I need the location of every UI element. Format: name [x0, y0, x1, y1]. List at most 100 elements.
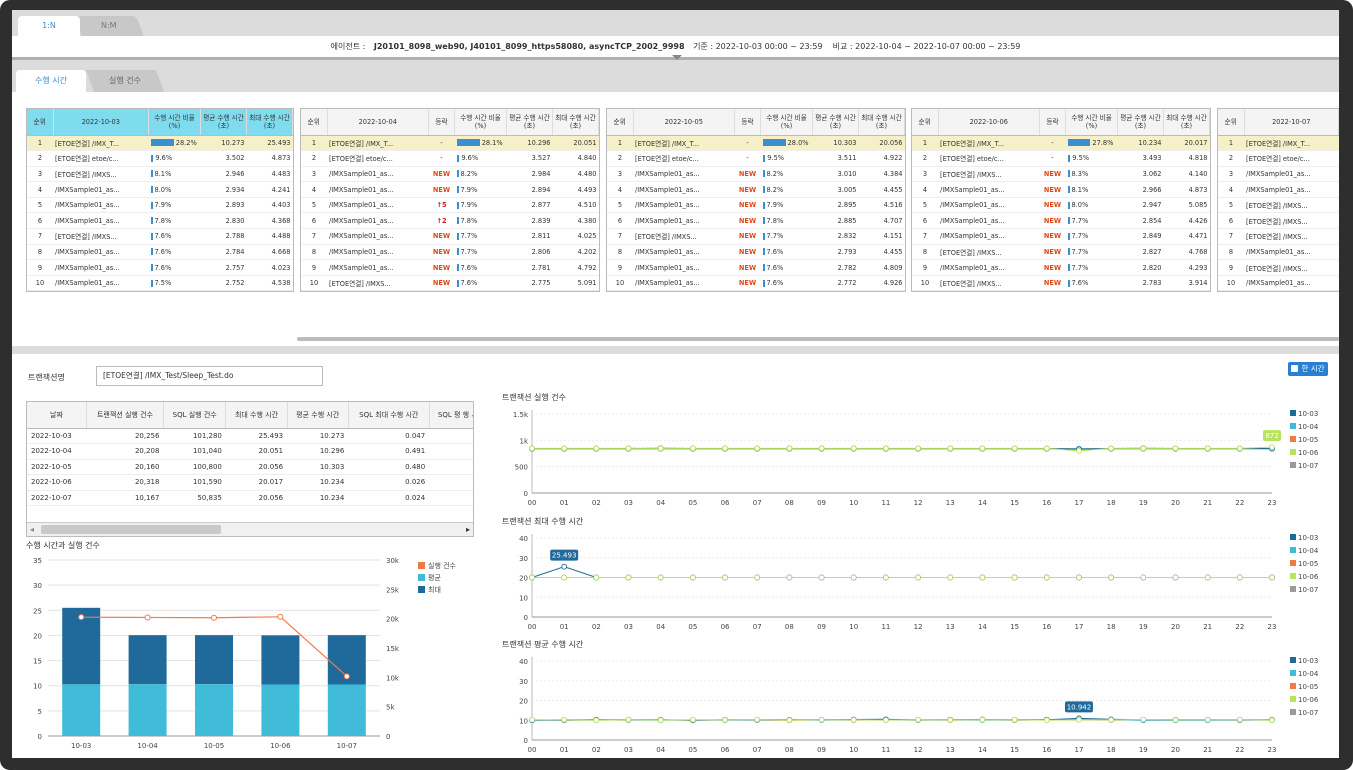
max-bar[interactable] [261, 635, 300, 685]
table-row[interactable]: 6/IMXSample01_as... NEW 7.7% 2.854 4.426 [912, 212, 1210, 230]
table-row[interactable]: 2 [ETOE연결] etoe/c... -9.5% 3.493 4.818 [912, 150, 1210, 167]
max-header[interactable]: 최대 수행 시간 (초) [552, 109, 599, 136]
max-bar[interactable] [128, 635, 167, 685]
table-row[interactable]: 8 [ETOE연결] /IMXS... NEW 7.7% 2.827 4.768 [912, 244, 1210, 261]
series-point[interactable] [722, 445, 728, 452]
stats-header[interactable]: SQL 최대 수행 시간 [348, 402, 430, 429]
table-row[interactable]: 10/IMXSample01_as... 7.5% 2.752 4.538 [27, 275, 293, 292]
stats-header[interactable]: SQL 평 행 시 [429, 402, 473, 429]
trend-header[interactable]: 등락 [428, 109, 455, 136]
series-point[interactable] [593, 574, 600, 581]
table-row[interactable]: 2 [ETOE연결] etoe/c... -9.5% 3.511 4.922 [607, 150, 905, 167]
series-point[interactable] [1172, 574, 1179, 581]
avg-header[interactable]: 평균 수행 시간 (초) [1117, 109, 1164, 136]
stats-header[interactable]: 평균 수행 시간 [287, 402, 349, 429]
table-row[interactable]: 6/IMXSample01_as... ↑2 7.8% 2.839 4.380 [301, 212, 599, 230]
series-point[interactable] [593, 445, 600, 452]
ratio-header[interactable]: 수행 시간 비율(%) [760, 109, 813, 136]
series-point[interactable] [1076, 448, 1082, 454]
table-row[interactable]: 5/IMXSample01_as... ↑5 7.9% 2.877 4.510 [301, 197, 599, 214]
rank-header[interactable]: 순위 [27, 109, 54, 136]
transaction-name-input[interactable]: [ETOE연결] /IMX_Test/Sleep_Test.do [96, 366, 323, 386]
series-point[interactable] [1043, 445, 1050, 452]
series-point[interactable] [1108, 574, 1114, 581]
table-row[interactable]: 5 [ETOE연결] /IMXS... [1218, 197, 1339, 214]
table-row[interactable]: 1 [ETOE연결] /IMX_T... -28.0% 10.303 20.056 [607, 135, 905, 152]
tab-1-n[interactable]: 1:N [18, 16, 80, 36]
table-row[interactable]: 8/IMXSample01_as... NEW 7.7% 2.806 4.202 [301, 244, 599, 261]
series-point[interactable] [1043, 574, 1050, 581]
table-row[interactable]: 7 [ETOE연결] /IMXS... [1218, 228, 1339, 245]
series-point[interactable] [1236, 445, 1243, 452]
table-row[interactable]: 9/IMXSample01_as... 7.6% 2.757 4.023 [27, 259, 293, 276]
stats-header[interactable]: 최대 수행 시간 [225, 402, 288, 429]
table-row[interactable]: 6/IMXSample01_as... NEW 7.8% 2.885 4.707 [607, 212, 905, 230]
tab-n-m[interactable]: N:M [74, 16, 144, 36]
trend-header[interactable]: 등락 [1039, 109, 1066, 136]
series-point[interactable] [1204, 445, 1211, 452]
table-row[interactable]: 1 [ETOE연결] /IMX_T... [1218, 135, 1339, 152]
rank-header[interactable]: 순위 [912, 109, 939, 136]
series-point[interactable] [1269, 444, 1275, 450]
series-point[interactable] [1076, 717, 1082, 723]
table-row[interactable]: 10/IMXSample01_as... [1218, 275, 1339, 292]
table-row[interactable]: 2 [ETOE연결] etoe/c... 9.6% 3.502 4.873 [27, 150, 293, 167]
table-row[interactable]: 8/IMXSample01_as... NEW 7.6% 2.793 4.455 [607, 244, 905, 261]
series-point[interactable] [754, 716, 761, 723]
avg-bar[interactable] [327, 684, 366, 736]
series-point[interactable] [1011, 716, 1018, 723]
table-row[interactable]: 1 [ETOE연결] /IMX_T... -28.1% 10.296 20.051 [301, 135, 599, 152]
series-point[interactable] [915, 445, 921, 452]
table-row[interactable]: 6/IMXSample01_as... 7.8% 2.830 4.368 [27, 212, 293, 230]
series-point[interactable] [818, 445, 825, 452]
series-point[interactable] [947, 717, 954, 723]
count-point[interactable] [211, 614, 217, 621]
series-point[interactable] [625, 716, 632, 723]
table-row[interactable]: 4/IMXSample01_as... [1218, 181, 1339, 198]
series-point[interactable] [850, 574, 857, 581]
table-row[interactable]: 7 [ETOE연결] /IMXS... 7.6% 2.788 4.488 [27, 228, 293, 245]
scroll-right-icon[interactable]: ▸ [465, 525, 470, 534]
tab-exec-time[interactable]: 수행 시간 [16, 70, 86, 92]
table-row[interactable]: 2022-10-03 20,256 101,280 25.493 10.273 0.047 [27, 428, 473, 444]
series-point[interactable] [786, 445, 793, 452]
series-point[interactable] [529, 574, 535, 581]
date-header[interactable]: 2022-10-07 [1244, 109, 1339, 136]
series-point[interactable] [690, 716, 696, 723]
series-point[interactable] [786, 717, 793, 723]
ratio-header[interactable]: 수행 시간 비율(%) [1065, 109, 1118, 136]
table-row[interactable]: 2 [ETOE연결] etoe/c... [1218, 150, 1339, 167]
rank-header[interactable]: 순위 [607, 109, 634, 136]
trend-header[interactable]: 등락 [734, 109, 761, 136]
series-point[interactable] [915, 716, 921, 723]
table-row[interactable]: 8/IMXSample01_as... [1218, 244, 1339, 261]
series-point[interactable] [625, 574, 632, 581]
table-row[interactable]: 1 [ETOE연결] /IMX_T... 28.2% 10.273 25.493 [27, 135, 293, 152]
table-row[interactable]: 3/IMXSample01_as... NEW 8.2% 3.010 4.384 [607, 166, 905, 183]
table-row[interactable]: 9/IMXSample01_as... NEW 7.6% 2.782 4.809 [607, 259, 905, 276]
series-point[interactable] [1204, 716, 1211, 723]
series-point[interactable] [1043, 717, 1050, 723]
one-hour-button[interactable]: 한 시간 [1288, 362, 1328, 376]
table-row[interactable]: 4/IMXSample01_as... NEW 7.9% 2.894 4.493 [301, 181, 599, 198]
stats-header[interactable]: 날짜 [27, 402, 87, 429]
series-point[interactable] [625, 445, 632, 452]
series-point[interactable] [1236, 574, 1243, 581]
collapse-toggle-icon[interactable] [672, 55, 682, 60]
count-point[interactable] [144, 614, 151, 621]
scroll-thumb[interactable] [41, 525, 221, 534]
series-point[interactable] [850, 445, 857, 452]
table-row[interactable]: 5/IMXSample01_as... NEW 8.0% 2.947 5.085 [912, 197, 1210, 214]
max-header[interactable]: 최대 수행 시간 (초) [1163, 109, 1210, 136]
series-point[interactable] [979, 716, 986, 723]
series-point[interactable] [1011, 574, 1018, 581]
series-point[interactable] [1140, 445, 1147, 452]
avg-bar[interactable] [128, 684, 167, 736]
ratio-header[interactable]: 수행 시간 비율(%) [148, 109, 201, 136]
series-point[interactable] [754, 574, 761, 581]
series-point[interactable] [1236, 716, 1243, 723]
table-row[interactable]: 8/IMXSample01_as... 7.6% 2.784 4.668 [27, 244, 293, 261]
table-row[interactable]: 3 [ETOE연결] /IMXS... NEW 8.3% 3.062 4.140 [912, 166, 1210, 183]
ranking-horizontal-scrollbar[interactable] [297, 337, 1339, 341]
series-point[interactable] [818, 716, 825, 723]
